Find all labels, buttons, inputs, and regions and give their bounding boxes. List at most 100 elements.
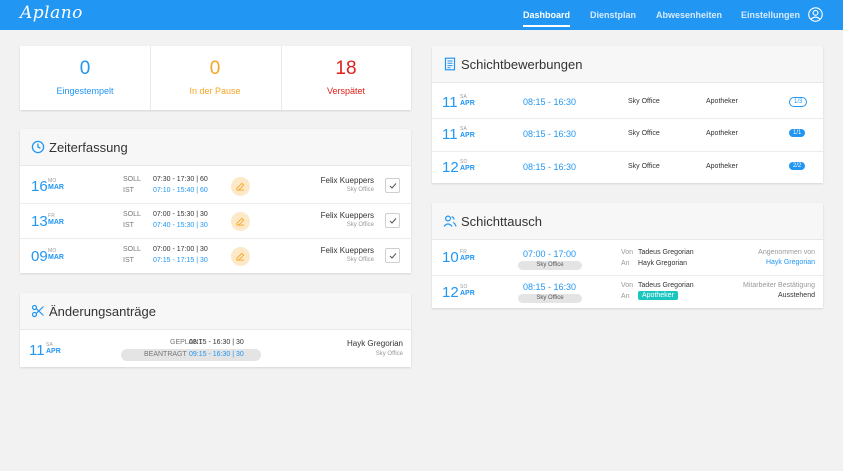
status-value: Ausstehend (778, 292, 815, 299)
date-month: MAR (48, 184, 64, 191)
date-weekday: FR (48, 213, 56, 219)
applications-badge[interactable]: 2/2 (789, 162, 806, 170)
edit-button[interactable] (231, 247, 250, 266)
date-day: 12 (442, 159, 459, 176)
edit-button[interactable] (231, 177, 250, 196)
date-month: APR (460, 100, 475, 107)
stat-label: In der Pause (189, 86, 241, 96)
edit-icon (236, 217, 245, 226)
users-swap-icon (443, 215, 457, 227)
edit-icon (236, 252, 245, 261)
date-day: 11 (442, 126, 458, 143)
beantragt-label: BEANTRAGT (144, 351, 187, 358)
date-block: 12 SO APR (442, 284, 475, 302)
divider (20, 203, 411, 204)
applications-badge[interactable]: 1/3 (789, 97, 808, 107)
date-block: 16 MO MAR (31, 178, 64, 196)
card-title: Schichttausch (461, 214, 542, 229)
card-header: Änderungsanträge (20, 293, 411, 330)
nav-dashboard[interactable]: Dashboard (523, 10, 571, 27)
date-day: 13 (31, 213, 48, 230)
stat-label: Verspätet (326, 86, 366, 96)
status-value[interactable]: Hayk Gregorian (765, 259, 815, 266)
date-block: 10 FR APR (442, 249, 475, 267)
card-header: Schichttausch (432, 203, 823, 240)
stat-value: 18 (335, 58, 357, 79)
beantragt-pill (121, 349, 261, 361)
nav-dienstplan[interactable]: Dienstplan (590, 10, 637, 20)
schichttausch-card: Schichttausch 10 FR APR 07:00 - 17:00 Sk… (432, 203, 823, 308)
check-icon (389, 253, 397, 259)
date-day: 12 (442, 284, 459, 301)
shift-time: 08:15 - 16:30 (523, 97, 577, 107)
card-title: Änderungsanträge (49, 304, 156, 319)
check-icon (389, 183, 397, 189)
stat-pause[interactable]: 0 In der Pause (150, 46, 280, 110)
von-label: Von (621, 282, 634, 289)
date-weekday: SO (460, 159, 468, 165)
nav-einstellungen[interactable]: Einstellungen (741, 10, 801, 20)
confirm-checkbox[interactable] (385, 248, 400, 263)
date-weekday: SO (460, 284, 468, 290)
date-month: APR (460, 165, 475, 172)
date-weekday: SA (460, 126, 468, 132)
stat-verspaetet[interactable]: 18 Verspätet (281, 46, 411, 110)
beantragt-time: 09:15 - 16:30 | 30 (189, 351, 244, 358)
stat-eingestempelt[interactable]: 0 Eingestempelt (20, 46, 150, 110)
date-day: 16 (31, 178, 48, 195)
date-day: 11 (442, 94, 458, 111)
edit-button[interactable] (231, 212, 250, 231)
date-month: MAR (48, 219, 64, 226)
document-icon (444, 57, 456, 71)
aenderungsantraege-card: Änderungsanträge 11 SA APR GEPLANT 08:15… (20, 293, 411, 367)
date-block: 11 SA APR (442, 126, 475, 144)
divider (281, 46, 282, 110)
clock-icon (31, 140, 45, 154)
geplant-time: 08:15 - 16:30 | 30 (189, 339, 244, 346)
date-block: 11 SA APR (442, 94, 475, 112)
divider (432, 275, 823, 276)
nav-abwesenheiten[interactable]: Abwesenheiten (656, 10, 723, 20)
app-logo[interactable]: Aplano (20, 3, 83, 23)
employee-name: Felix Kueppers (320, 211, 374, 220)
ist-time: 07:40 - 15:30 | 30 (153, 222, 208, 229)
confirm-checkbox[interactable] (385, 213, 400, 228)
geplant-label: GEPLANT (170, 339, 203, 346)
stat-label: Eingestempelt (56, 86, 114, 96)
role-badge: Apotheker (638, 291, 678, 300)
divider (432, 118, 823, 119)
applications-badge[interactable]: 1/1 (789, 129, 806, 137)
card-header: Schichtbewerbungen (432, 46, 823, 83)
date-block: 12 SO APR (442, 159, 475, 177)
ist-time: 07:10 - 15:40 | 60 (153, 187, 208, 194)
an-label: An (621, 260, 630, 267)
date-weekday: SA (46, 342, 54, 348)
role: Apotheker (706, 163, 738, 170)
stat-value: 0 (79, 58, 91, 79)
soll-label: SOLL (123, 176, 141, 183)
location-pill: Sky Office (518, 294, 582, 303)
divider (20, 238, 411, 239)
divider (432, 151, 823, 152)
confirm-checkbox[interactable] (385, 178, 400, 193)
date-day: 09 (31, 248, 48, 265)
date-block: 09 MO MAR (31, 248, 64, 266)
zeiterfassung-card: Zeiterfassung 16 MO MAR SOLL IST 07:30 -… (20, 129, 411, 273)
ist-label: IST (123, 222, 134, 229)
ist-label: IST (123, 257, 134, 264)
shift-time: 08:15 - 16:30 (523, 162, 577, 172)
role: Apotheker (706, 98, 738, 105)
location: Sky Office (375, 351, 403, 357)
user-account-icon[interactable] (808, 7, 823, 22)
date-month: APR (460, 132, 475, 139)
edit-icon (236, 182, 245, 191)
date-month: MAR (48, 254, 64, 261)
scissors-icon (31, 304, 44, 318)
divider (150, 46, 151, 110)
employee-name: Felix Kueppers (320, 246, 374, 255)
ist-label: IST (123, 187, 134, 194)
shift-time: 08:15 - 16:30 (523, 282, 577, 292)
status-label: Mitarbeiter Bestätigung (743, 282, 815, 289)
location: Sky Office (628, 130, 660, 137)
check-icon (389, 218, 397, 224)
